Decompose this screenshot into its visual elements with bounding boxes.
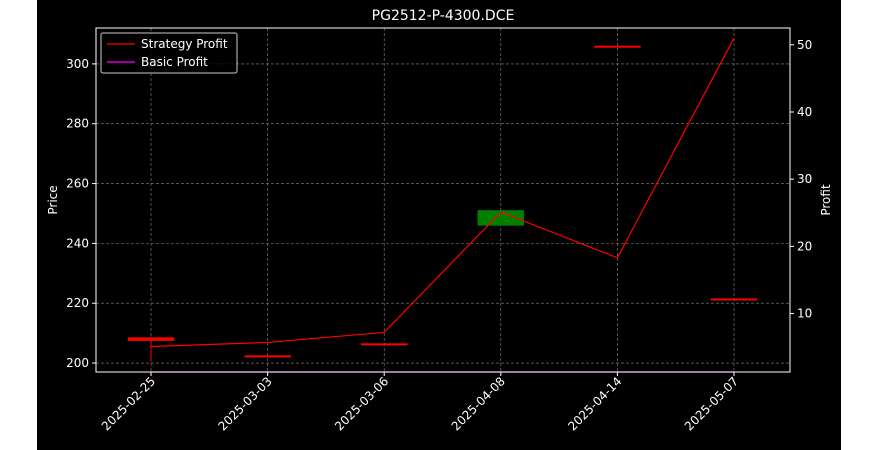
y-axis-label: Price [46,185,60,214]
y2-tick-label: 40 [797,105,812,119]
legend-box [100,32,238,74]
plot-frame [95,27,791,373]
y-tick-label: 280 [66,117,89,131]
legend-strategy-profit-label: Strategy Profit [141,37,228,51]
candle-body [710,298,758,301]
y-tick-label: 220 [66,296,89,310]
series-line-0 [150,37,735,348]
figure-background [37,0,841,450]
candle-body [594,45,641,48]
right-axis-ticks: 10 20 30 40 50 [790,38,812,321]
y-tick-label: 200 [66,356,89,370]
y2-tick-label: 30 [797,172,812,186]
candle-body [127,337,175,341]
y2-tick-label: 20 [797,239,812,253]
y-tick-label: 240 [66,236,89,250]
candle-body [477,210,525,226]
candle-body [244,355,291,358]
grid [96,28,790,372]
candle-body [360,343,408,346]
chart-title: PG2512-P-4300.DCE [372,8,515,24]
legend: Strategy Profit Basic Profit [100,32,238,74]
legend-basic-profit-label: Basic Profit [141,55,208,69]
y2-axis-label: Profit [819,184,833,216]
candles [127,45,758,362]
y-tick-label: 300 [66,57,89,71]
y2-tick-label: 10 [797,307,812,321]
y2-tick-label: 50 [797,38,812,52]
left-axis-ticks: 200 220 240 260 280 300 [66,57,96,370]
y-tick-label: 260 [66,177,89,191]
